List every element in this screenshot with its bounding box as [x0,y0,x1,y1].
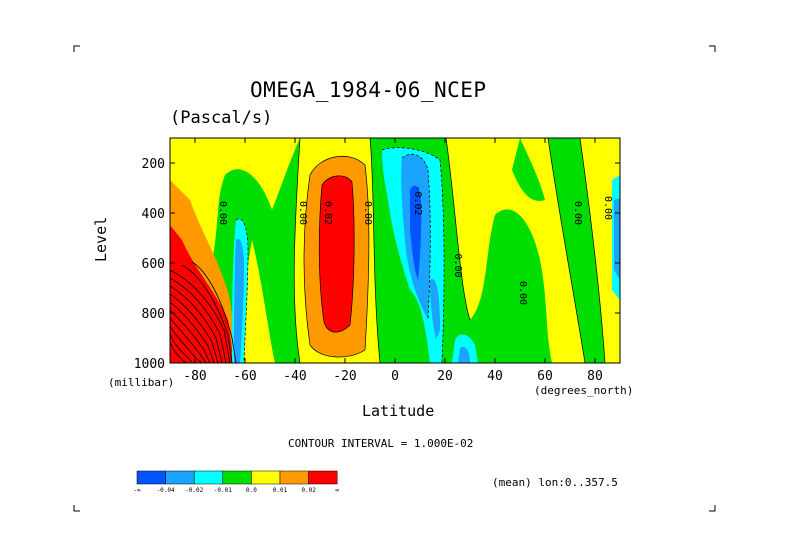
contour-label: 0.00 [517,281,528,305]
contour-interval-text: CONTOUR INTERVAL = 1.000E-02 [288,437,474,450]
x-tick-label: -20 [333,369,356,384]
colorbar: -∞ -0.04 -0.02 -0.01 0.0 0.01 0.02 ∞ [133,470,339,494]
colorbar-label: ∞ [335,487,339,494]
crop-marks [73,45,716,512]
colorbar-label: 0.01 [273,487,288,494]
y-axis-ticks: 200 400 600 800 1000 [134,157,620,372]
y-tick-label: 200 [142,157,165,172]
colorbar-swatch [165,470,195,485]
contour-label: 0.00 [572,201,583,225]
field-red-polar-south [170,225,234,363]
contour-label: 0.00 [217,201,228,225]
colorbar-swatch [136,470,166,485]
field-blue-lower [430,279,440,340]
colorbar-label: -0.01 [214,487,232,494]
colorbar-label: -0.02 [185,487,203,494]
contour-lines [235,138,606,363]
colorbar-label: -∞ [133,487,141,494]
contour-label: 0.00 [452,253,463,277]
x-tick-label: -40 [283,369,306,384]
x-axis-label: Latitude [362,402,435,420]
colorbar-swatch [279,470,309,485]
field-blue-surface [458,346,470,363]
x-tick-label: -80 [183,369,206,384]
x-tick-label: 80 [587,369,603,384]
dense-contours [170,261,237,363]
chart-units: (Pascal/s) [170,108,273,128]
y-tick-label: 600 [142,257,165,272]
colorbar-swatch [308,470,338,485]
colorbar-swatch [222,470,252,485]
mean-note: (mean) lon:0..357.5 [492,476,618,489]
contour-fills [170,138,620,363]
field-blue-polar [614,198,620,280]
field-green-north-patch [512,138,545,201]
field-green-north-band [548,138,605,363]
x-tick-label: 60 [537,369,553,384]
colorbar-label: -0.04 [157,487,175,494]
contour-label: 0.00 [362,201,373,225]
contour-labels: 0.00 0.00 0.02 0.00 -0.02 0.00 0.00 0.00 0.00 [217,185,613,305]
contour-label: -0.02 [412,185,423,215]
x-axis-ticks: -80 -60 -40 -20 0 20 40 60 80 [183,138,603,384]
colorbar-label: 0.02 [301,487,316,494]
contour-label: 0.02 [322,201,333,225]
colorbar-label: 0.0 [246,487,257,494]
x-axis-unit: (degrees_north) [534,384,634,397]
y-tick-label: 800 [142,307,165,322]
colorbar-swatch [193,470,224,485]
y-tick-label: 400 [142,207,165,222]
field-yellow-lowlevel [240,240,275,363]
field-blue-southern [234,238,244,363]
y-tick-label: 1000 [134,357,165,372]
y-axis-unit: (millibar) [108,376,175,389]
x-tick-label: 0 [391,369,399,384]
field-red-subtropic [319,175,355,333]
field-yellow-polar [585,138,620,340]
x-tick-label: -60 [233,369,256,384]
contour-label: 0.00 [297,201,308,225]
x-tick-label: 40 [487,369,503,384]
chart-title: OMEGA_1984-06_NCEP [250,78,487,102]
colorbar-swatch [251,470,281,485]
x-tick-label: 20 [437,369,453,384]
field-deepblue-core [410,185,422,280]
contour-label: 0.00 [602,196,613,220]
